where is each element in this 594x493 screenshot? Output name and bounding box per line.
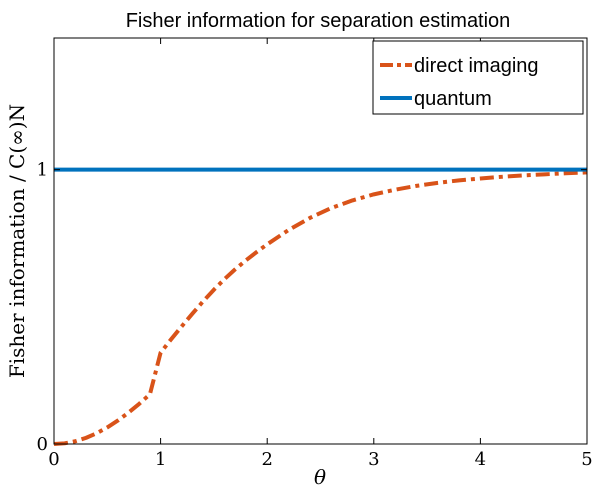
y-axis-label: Fisher information / C(∞)N [5,104,29,378]
x-tick-label: 0 [48,449,59,470]
legend: direct imaging quantum [372,40,584,115]
x-tick-label: 5 [581,449,592,470]
legend-label-quantum: quantum [414,88,492,110]
y-tick-label: 0 [37,434,48,455]
x-tick-label: 4 [475,449,486,470]
y-tick-label: 1 [37,160,48,181]
plot-area [54,167,587,446]
x-tick-label: 3 [368,449,379,470]
series-line-direct-imaging [54,170,587,446]
chart-title: Fisher information for separation estima… [126,10,511,32]
axes-box [53,37,588,445]
legend-label-direct-imaging: direct imaging [414,55,539,77]
x-tick-label: 1 [155,449,166,470]
x-axis-label: θ [314,465,326,489]
x-tick-label: 2 [261,449,272,470]
legend-box [372,40,584,115]
